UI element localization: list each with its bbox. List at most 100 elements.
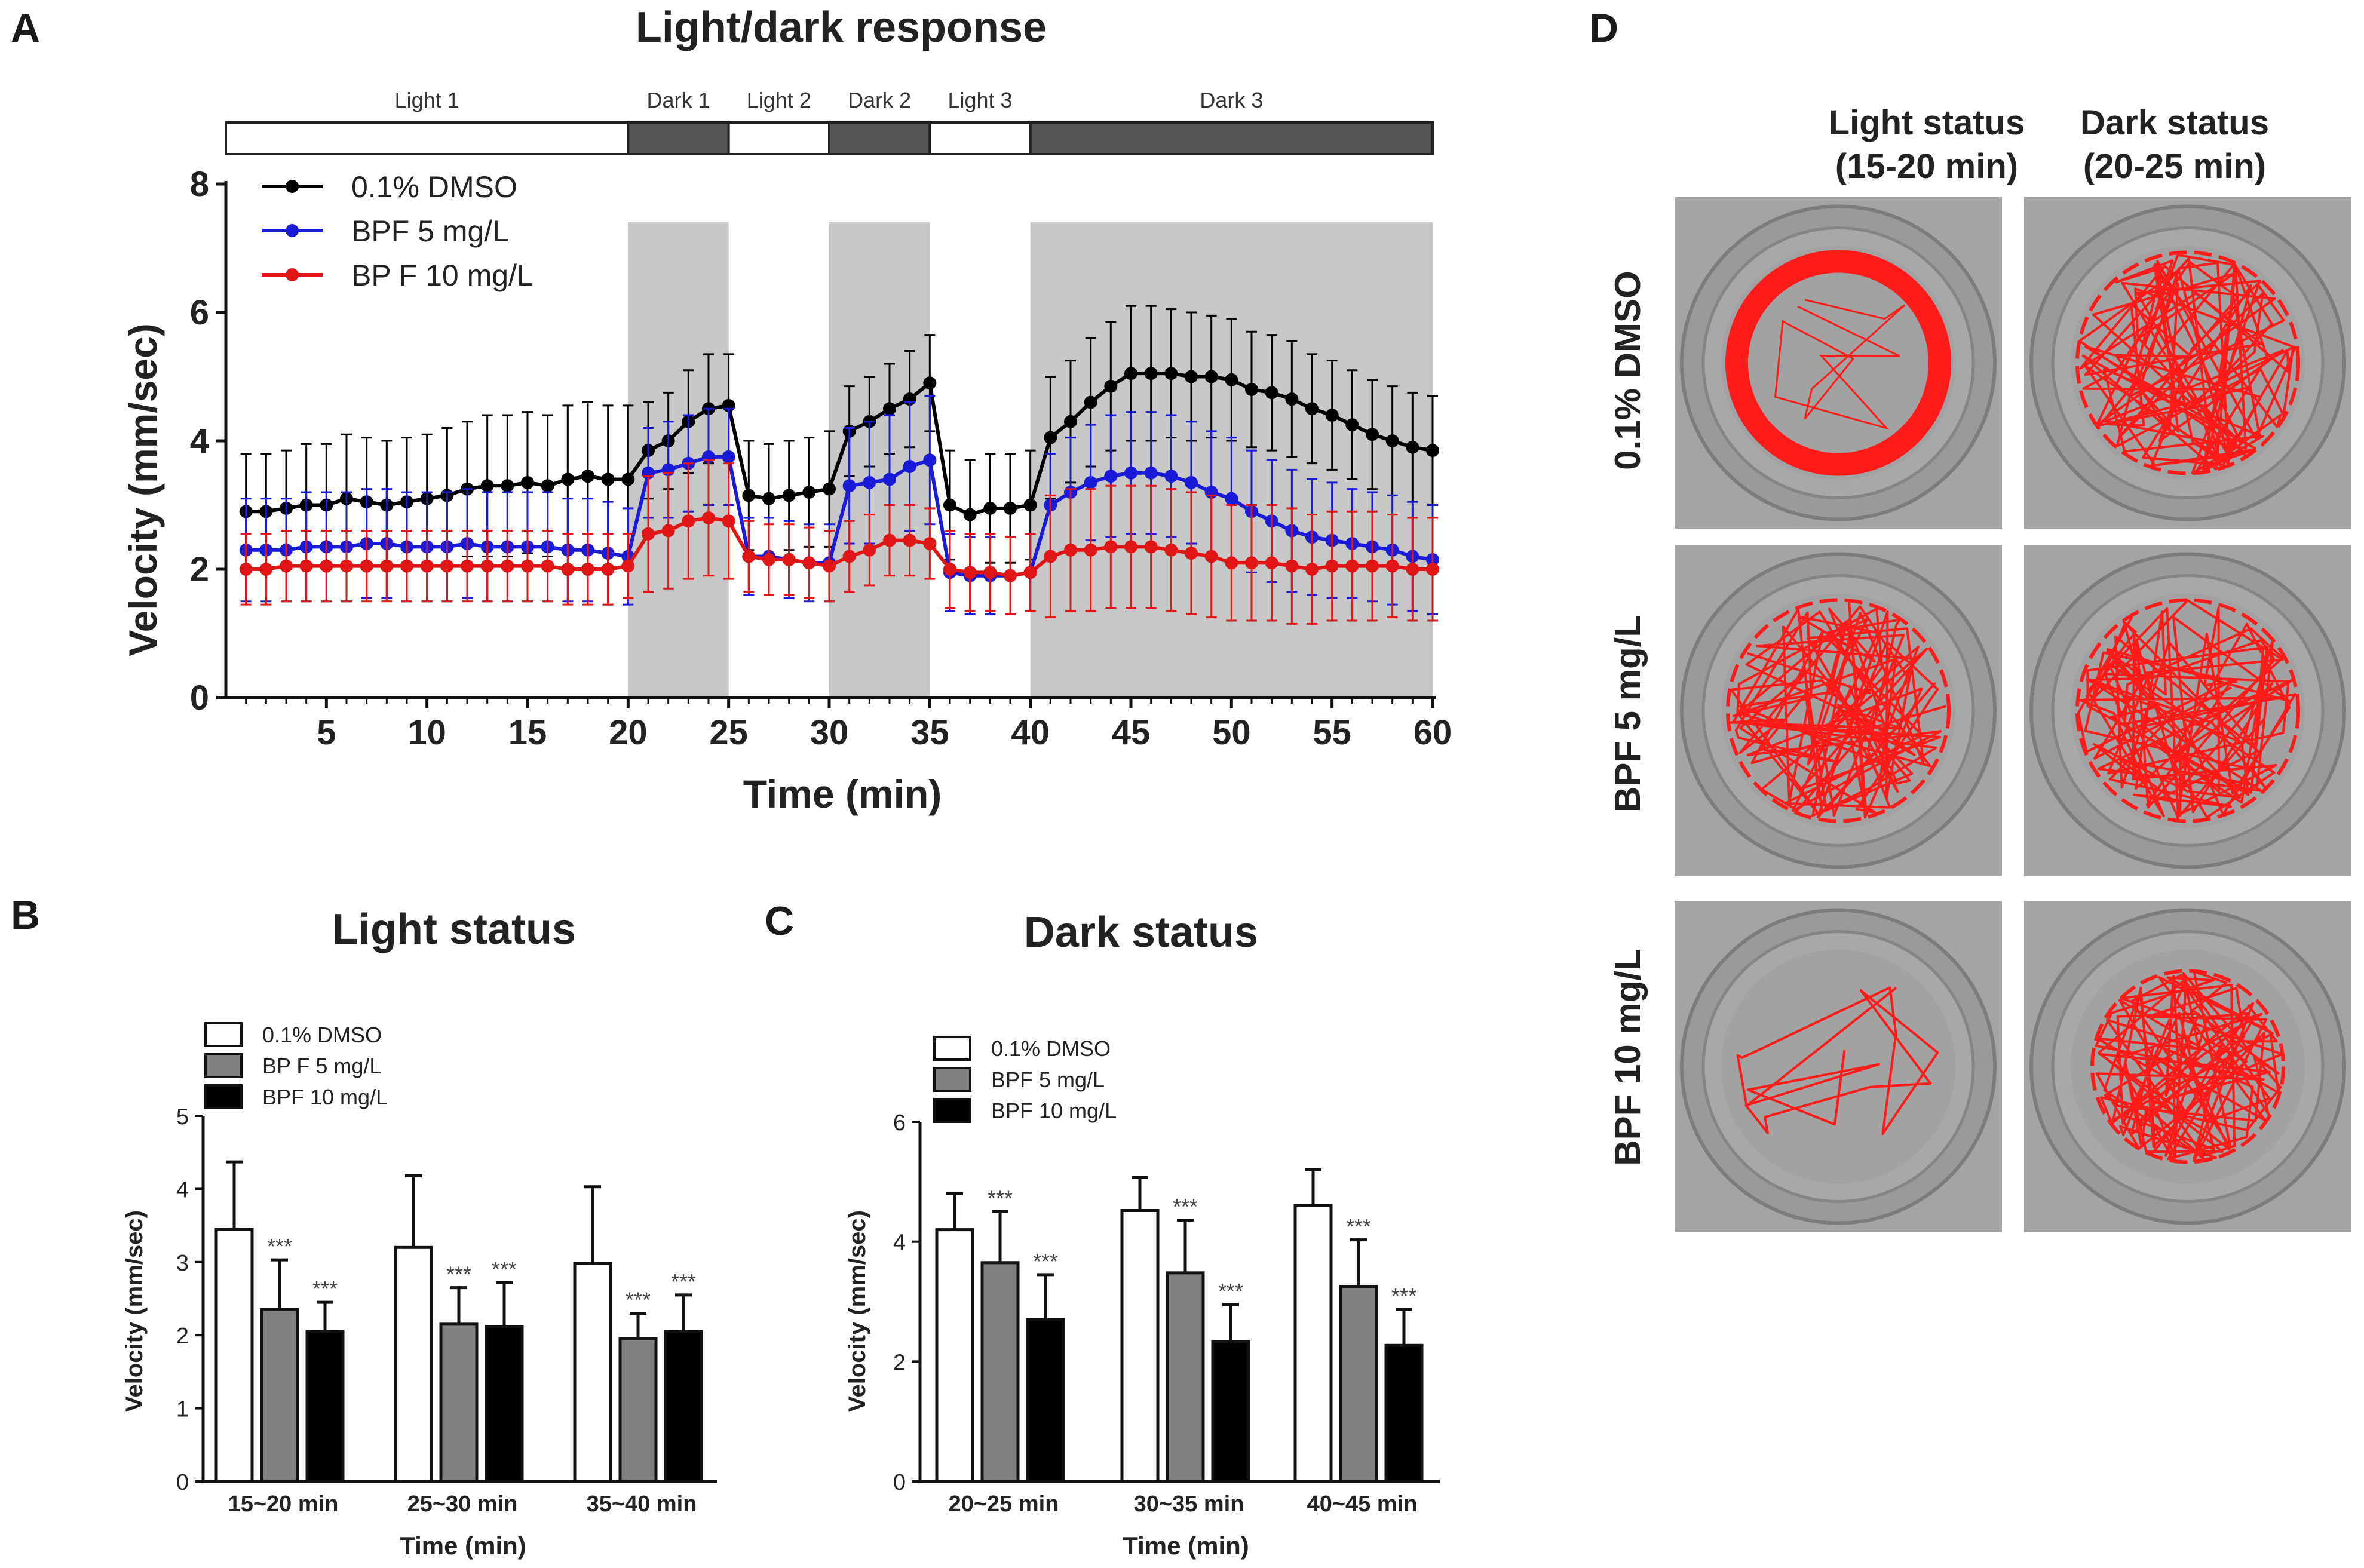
data-point bbox=[420, 559, 434, 573]
data-point bbox=[621, 559, 635, 573]
phase-block-light-1 bbox=[225, 121, 630, 155]
data-point bbox=[1044, 550, 1057, 563]
data-point bbox=[340, 559, 353, 573]
chart-a-ylabel: Velocity (mm/sec) bbox=[121, 323, 165, 656]
data-point bbox=[1245, 383, 1258, 396]
panel-letter-c: C bbox=[765, 898, 794, 944]
data-point bbox=[1185, 475, 1198, 489]
data-point bbox=[983, 566, 997, 579]
data-point bbox=[1144, 540, 1158, 554]
data-point bbox=[480, 559, 494, 573]
y-tick-label: 0 bbox=[176, 1470, 189, 1495]
data-point bbox=[762, 492, 775, 505]
data-point bbox=[742, 489, 756, 502]
data-point bbox=[863, 475, 876, 489]
y-tick-label: 3 bbox=[176, 1251, 189, 1276]
data-point bbox=[823, 482, 836, 496]
y-tick-label: 2 bbox=[893, 1350, 906, 1375]
legend-marker-bp-f-10-mg-l bbox=[286, 268, 299, 281]
data-point bbox=[1044, 431, 1057, 444]
swim-track bbox=[1727, 602, 1947, 819]
y-tick-label: 0 bbox=[190, 679, 209, 717]
data-point bbox=[521, 559, 534, 573]
data-point bbox=[1004, 501, 1017, 515]
bar-bpf-5-mg-l-40-45-min bbox=[1339, 1285, 1378, 1483]
x-tick-label: 20 bbox=[609, 713, 648, 752]
phase-block-light-3 bbox=[928, 121, 1032, 155]
swim-track bbox=[1774, 299, 1906, 430]
x-tick-label: 40 bbox=[1011, 713, 1050, 752]
data-point bbox=[903, 533, 916, 547]
data-point bbox=[883, 402, 896, 416]
bar-group-15-20-min: *** *** 15~20 min bbox=[214, 1160, 345, 1517]
panel-letter-b: B bbox=[11, 892, 40, 938]
data-point bbox=[722, 514, 735, 528]
panel-letter-d: D bbox=[1589, 5, 1618, 51]
data-point bbox=[762, 553, 775, 566]
data-point bbox=[1305, 402, 1319, 416]
col-header-light-line2: (15-20 min) bbox=[1835, 147, 2018, 186]
significance-marker: *** bbox=[1173, 1195, 1198, 1219]
data-point bbox=[1406, 440, 1419, 454]
data-point bbox=[1285, 559, 1299, 573]
data-point bbox=[1144, 466, 1158, 480]
data-point bbox=[1305, 563, 1319, 576]
significance-marker: *** bbox=[1346, 1214, 1371, 1239]
x-tick-label: 15 bbox=[508, 713, 547, 752]
chart-a-xlabel: Time (min) bbox=[743, 772, 942, 816]
data-point bbox=[360, 559, 373, 573]
well-image-r2-c1 bbox=[1675, 545, 2002, 876]
data-point bbox=[1426, 444, 1439, 458]
well-image-r1-c1 bbox=[1675, 197, 2002, 529]
x-tick-label: 15~20 min bbox=[228, 1492, 339, 1517]
bar-bp-f-5-mg-l-25-30-min bbox=[439, 1322, 479, 1483]
data-point bbox=[923, 376, 937, 390]
legend-swatch-0-1-dmso bbox=[204, 1022, 243, 1047]
data-point bbox=[1345, 559, 1359, 573]
phase-block-dark-3 bbox=[1029, 121, 1434, 155]
bar-bpf-5-mg-l-30-35-min bbox=[1166, 1271, 1205, 1483]
chart-a-series bbox=[239, 305, 1439, 625]
phase-bar: Light 1 Dark 1 Light 2 Dark 2 Light 3 Dark 3 bbox=[225, 88, 1434, 155]
well-image-r2-c2 bbox=[2024, 545, 2351, 876]
data-point bbox=[802, 556, 816, 570]
data-point bbox=[842, 550, 856, 563]
data-point bbox=[621, 472, 635, 486]
chart-b-title: Light status bbox=[332, 906, 576, 953]
y-tick-label: 2 bbox=[176, 1324, 189, 1349]
panel-c-bar-chart: Dark status 0.1% DMSO BPF 5 mg/L BPF 10 mg… bbox=[844, 909, 1440, 1560]
data-point bbox=[1345, 418, 1359, 432]
panel-d-tracking-images: Light status (15-20 min) Dark status (20… bbox=[1608, 103, 2351, 1232]
legend-label-bp-f-10-mg-l: BP F 10 mg/L bbox=[351, 259, 533, 292]
well-image-r3-c2 bbox=[2024, 901, 2351, 1232]
x-tick-label: 50 bbox=[1212, 713, 1251, 752]
chart-c-ylabel: Velocity (mm/sec) bbox=[844, 1210, 870, 1412]
data-point bbox=[863, 543, 876, 557]
data-point bbox=[1285, 392, 1299, 406]
y-tick-label: 8 bbox=[190, 165, 209, 204]
data-point bbox=[823, 559, 836, 573]
data-point bbox=[1164, 367, 1178, 381]
data-point bbox=[943, 498, 956, 512]
chart-b-ylabel: Velocity (mm/sec) bbox=[121, 1210, 148, 1412]
chart-a-axes: 0 2 4 6 8 5 10 15 20 25 30 35 40 45 50 55 60 bbox=[190, 165, 1452, 752]
x-tick-label: 30~35 min bbox=[1134, 1492, 1244, 1517]
legend-label-bpf-10-mg-l: BPF 10 mg/L bbox=[262, 1085, 388, 1109]
significance-marker: *** bbox=[492, 1257, 517, 1281]
data-point bbox=[1225, 556, 1238, 570]
data-point bbox=[1385, 559, 1399, 573]
chart-a-legend: 0.1% DMSO BPF 5 mg/L BP F 10 mg/L bbox=[262, 170, 533, 292]
y-tick-label: 4 bbox=[190, 422, 209, 461]
data-point bbox=[1225, 373, 1238, 386]
legend-swatch-bpf-5-mg-l bbox=[933, 1067, 971, 1092]
data-point bbox=[1004, 569, 1017, 582]
bar-bpf-10-mg-l-30-35-min bbox=[1211, 1340, 1250, 1483]
data-point bbox=[1084, 543, 1097, 557]
data-point bbox=[923, 453, 937, 467]
bar-group-20-25-min: *** *** 20~25 min bbox=[935, 1186, 1065, 1517]
legend-swatch-bpf-10-mg-l bbox=[933, 1098, 971, 1123]
bar-group-30-35-min: *** *** 30~35 min bbox=[1120, 1176, 1250, 1517]
well-images-grid bbox=[1675, 197, 2351, 1232]
y-tick-label: 4 bbox=[176, 1177, 189, 1202]
